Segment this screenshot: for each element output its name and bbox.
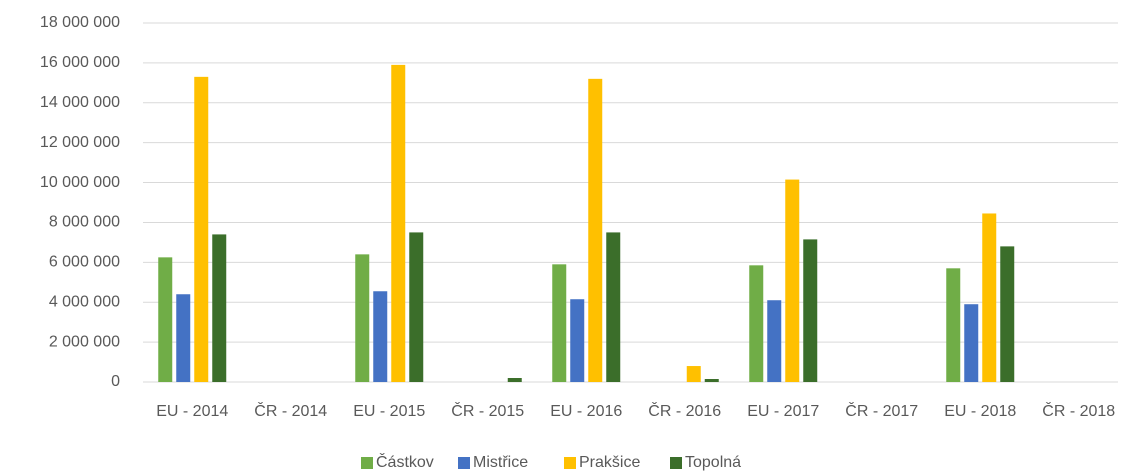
- bar: [964, 304, 979, 382]
- bar: [704, 379, 719, 382]
- x-tick-label: ČR - 2018: [1042, 401, 1115, 420]
- x-tick-label: EU - 2014: [156, 403, 228, 420]
- bar: [507, 378, 522, 382]
- bar: [212, 234, 227, 382]
- y-tick-label: 10 000 000: [40, 174, 120, 191]
- y-tick-label: 0: [111, 373, 120, 390]
- x-tick-label: EU - 2018: [944, 403, 1016, 420]
- x-tick-label: ČR - 2016: [648, 401, 721, 420]
- x-tick-label: ČR - 2014: [254, 401, 327, 420]
- legend-swatch: [361, 457, 373, 469]
- bar: [686, 366, 701, 382]
- legend-label: Mistřice: [473, 454, 528, 471]
- bar: [355, 254, 370, 382]
- legend-label: Topolná: [685, 454, 741, 471]
- y-tick-label: 16 000 000: [40, 54, 120, 71]
- legend-label: Částkov: [376, 452, 434, 471]
- bar: [767, 300, 782, 382]
- bar: [158, 257, 173, 382]
- bar: [606, 232, 621, 382]
- bar: [785, 179, 800, 382]
- legend-label: Prakšice: [579, 454, 640, 471]
- x-tick-label: EU - 2015: [353, 403, 425, 420]
- bar: [1000, 246, 1015, 382]
- legend-swatch: [458, 457, 470, 469]
- bar: [391, 64, 406, 382]
- bar: [552, 264, 567, 382]
- bar: [176, 294, 191, 382]
- y-tick-label: 4 000 000: [49, 293, 120, 310]
- y-tick-label: 8 000 000: [49, 214, 120, 231]
- x-tick-label: ČR - 2015: [451, 401, 524, 420]
- x-tick-label: EU - 2016: [550, 403, 622, 420]
- bar: [409, 232, 424, 382]
- bar: [749, 265, 764, 382]
- y-tick-label: 14 000 000: [40, 94, 120, 111]
- bar: [194, 76, 209, 382]
- bar: [570, 299, 585, 382]
- legend-swatch: [564, 457, 576, 469]
- bar: [946, 268, 961, 382]
- x-tick-label: ČR - 2017: [845, 401, 918, 420]
- y-tick-label: 12 000 000: [40, 134, 120, 151]
- bar: [373, 291, 388, 382]
- bar: [588, 78, 603, 382]
- y-tick-label: 2 000 000: [49, 333, 120, 350]
- bar: [803, 239, 818, 382]
- x-tick-label: EU - 2017: [747, 403, 819, 420]
- y-tick-label: 6 000 000: [49, 254, 120, 271]
- y-tick-label: 18 000 000: [40, 14, 120, 31]
- bar: [982, 213, 997, 382]
- legend-swatch: [670, 457, 682, 469]
